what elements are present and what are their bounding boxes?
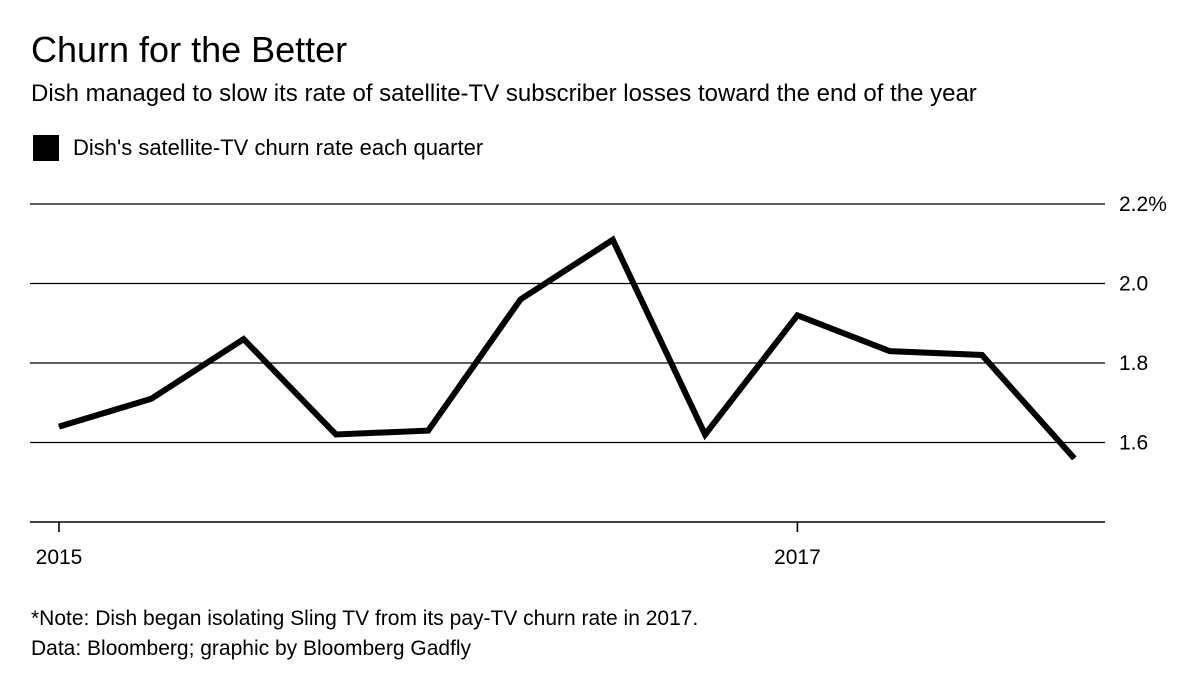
- data-point: [1073, 457, 1075, 459]
- x-tick-label: 2015: [36, 546, 83, 569]
- data-point: [58, 426, 60, 428]
- data-point: [335, 434, 337, 435]
- data-point: [612, 239, 614, 241]
- chart-note: *Note: Dish began isolating Sling TV fro…: [31, 607, 699, 630]
- y-tick-label: 2.0: [1119, 273, 1148, 296]
- data-point: [243, 338, 245, 340]
- series-line: [58, 235, 1077, 461]
- legend-swatch: [33, 135, 59, 161]
- chart-source: Data: Bloomberg; graphic by Bloomberg Ga…: [31, 637, 472, 660]
- chart-legend: Dish's satellite-TV churn rate each quar…: [33, 134, 483, 162]
- x-tick-label: 2017: [774, 546, 821, 569]
- data-point: [981, 354, 983, 356]
- y-tick-label: 1.8: [1119, 352, 1148, 375]
- axis-layer: 2.2% 2.0 1.8 1.6 2015 2017: [30, 193, 1167, 569]
- data-point: [150, 398, 152, 400]
- data-point: [427, 430, 429, 432]
- data-point: [704, 434, 706, 435]
- data-point: [520, 298, 521, 300]
- chart-subtitle: Dish managed to slow its rate of satelli…: [31, 80, 977, 107]
- data-point: [889, 350, 891, 352]
- y-tick-label: 2.2%: [1119, 193, 1167, 216]
- y-tick-label: 1.6: [1119, 432, 1148, 455]
- data-point: [796, 314, 798, 316]
- series-layer: [58, 235, 1077, 461]
- grid-layer: [30, 203, 1105, 444]
- chart-title: Churn for the Better: [31, 29, 348, 70]
- legend-label: Dish's satellite-TV churn rate each quar…: [73, 135, 484, 160]
